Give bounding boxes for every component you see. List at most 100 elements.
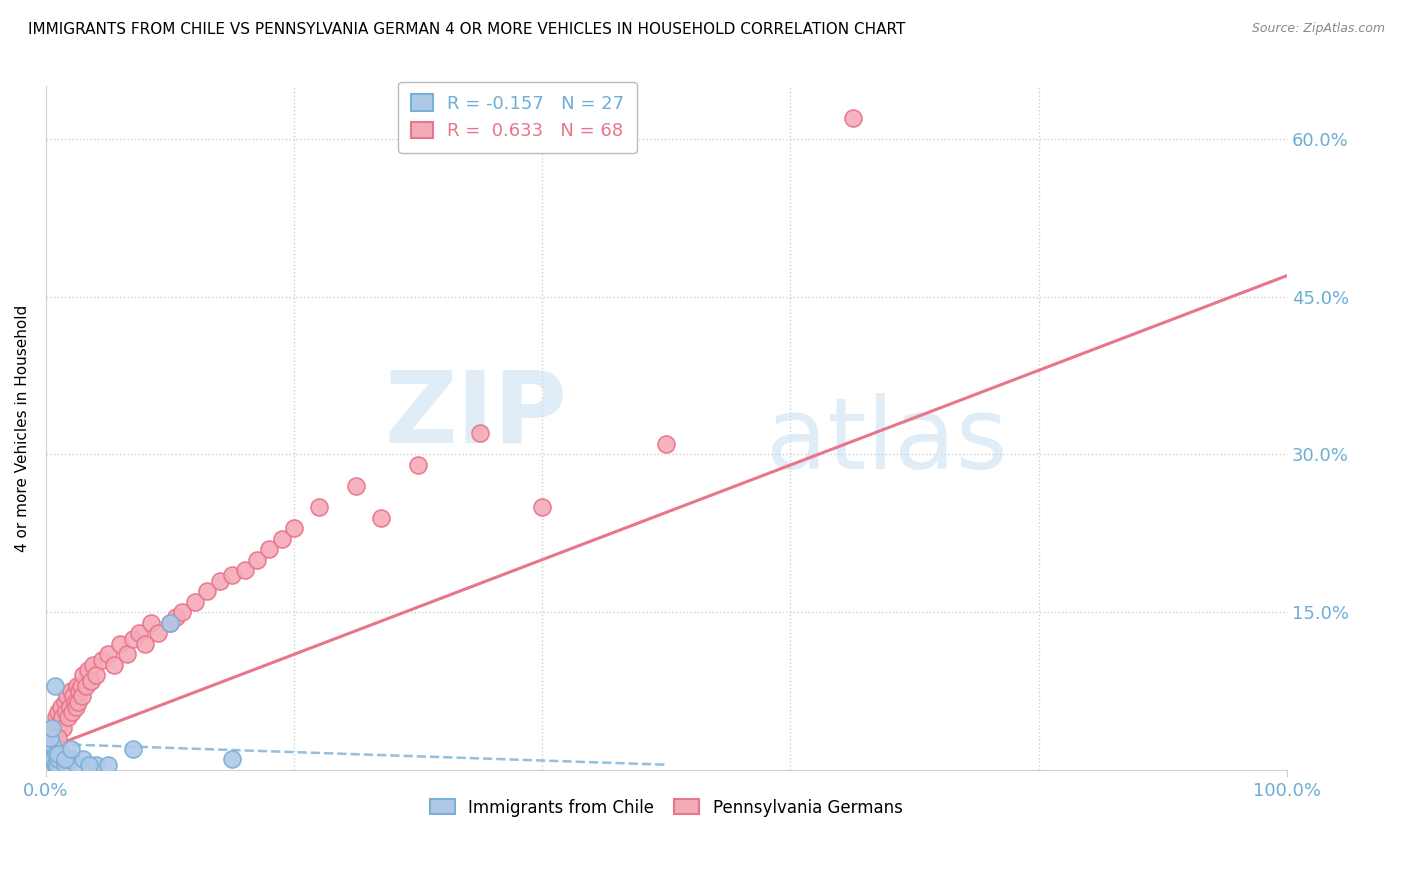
Point	[59, 742, 82, 756]
Point	[44, 757, 66, 772]
Point	[45, 710, 67, 724]
Point	[48, 752, 70, 766]
Point	[49, 747, 72, 762]
Point	[48, 747, 70, 762]
Point	[72, 668, 94, 682]
Point	[55, 705, 77, 719]
Point	[67, 695, 90, 709]
Point	[69, 684, 91, 698]
Point	[41, 737, 63, 751]
Point	[308, 500, 330, 514]
Point	[56, 690, 79, 704]
Point	[159, 615, 181, 630]
Point	[184, 595, 207, 609]
Point	[221, 568, 243, 582]
Point	[60, 705, 83, 719]
Text: atlas: atlas	[766, 393, 1007, 491]
Point	[531, 500, 554, 514]
Point	[75, 679, 97, 693]
Point	[344, 479, 367, 493]
Point	[42, 752, 65, 766]
Y-axis label: 4 or more Vehicles in Household: 4 or more Vehicles in Household	[15, 304, 30, 552]
Point	[470, 426, 492, 441]
Point	[62, 690, 84, 704]
Point	[58, 699, 80, 714]
Point	[146, 626, 169, 640]
Point	[52, 721, 75, 735]
Point	[65, 699, 87, 714]
Point	[110, 637, 132, 651]
Point	[221, 752, 243, 766]
Point	[72, 752, 94, 766]
Point	[172, 605, 194, 619]
Point	[103, 657, 125, 672]
Point	[51, 710, 73, 724]
Point	[159, 615, 181, 630]
Point	[84, 668, 107, 682]
Point	[97, 648, 120, 662]
Point	[195, 584, 218, 599]
Point	[208, 574, 231, 588]
Point	[121, 632, 143, 646]
Point	[58, 710, 80, 724]
Point	[39, 747, 62, 762]
Point	[39, 752, 62, 766]
Point	[58, 752, 80, 766]
Point	[49, 699, 72, 714]
Point	[41, 721, 63, 735]
Point	[42, 726, 65, 740]
Point	[97, 757, 120, 772]
Point	[79, 673, 101, 688]
Point	[841, 111, 863, 125]
Point	[37, 742, 59, 756]
Point	[38, 731, 60, 746]
Point	[44, 679, 66, 693]
Point	[655, 437, 678, 451]
Text: IMMIGRANTS FROM CHILE VS PENNSYLVANIA GERMAN 4 OR MORE VEHICLES IN HOUSEHOLD COR: IMMIGRANTS FROM CHILE VS PENNSYLVANIA GE…	[28, 22, 905, 37]
Text: Source: ZipAtlas.com: Source: ZipAtlas.com	[1251, 22, 1385, 36]
Point	[46, 757, 69, 772]
Point	[128, 626, 150, 640]
Point	[39, 737, 62, 751]
Point	[44, 731, 66, 746]
Point	[37, 742, 59, 756]
Point	[38, 731, 60, 746]
Point	[53, 752, 76, 766]
Point	[66, 757, 89, 772]
Point	[283, 521, 305, 535]
Point	[70, 690, 93, 704]
Point	[79, 757, 101, 772]
Point	[48, 705, 70, 719]
Point	[121, 742, 143, 756]
Point	[115, 648, 138, 662]
Point	[53, 695, 76, 709]
Point	[41, 721, 63, 735]
Point	[370, 510, 392, 524]
Point	[45, 742, 67, 756]
Point	[165, 610, 187, 624]
Point	[63, 695, 86, 709]
Point	[233, 563, 256, 577]
Point	[82, 657, 104, 672]
Point	[48, 715, 70, 730]
Text: ZIP: ZIP	[384, 366, 567, 463]
Point	[42, 737, 65, 751]
Legend: Immigrants from Chile, Pennsylvania Germans: Immigrants from Chile, Pennsylvania Germ…	[423, 792, 910, 823]
Point	[134, 637, 156, 651]
Point	[90, 652, 112, 666]
Point	[259, 542, 281, 557]
Point	[141, 615, 163, 630]
Point	[246, 552, 269, 566]
Point	[45, 747, 67, 762]
Point	[59, 684, 82, 698]
Point	[48, 731, 70, 746]
Point	[38, 747, 60, 762]
Point	[84, 757, 107, 772]
Point	[59, 752, 82, 766]
Point	[53, 757, 76, 772]
Point	[69, 679, 91, 693]
Point	[46, 721, 69, 735]
Point	[270, 532, 292, 546]
Point	[66, 679, 89, 693]
Point	[406, 458, 429, 472]
